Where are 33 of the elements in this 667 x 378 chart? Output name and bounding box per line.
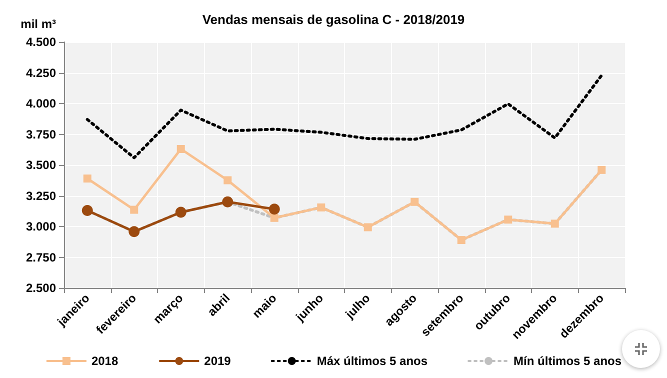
point (410, 198, 419, 206)
point (176, 145, 185, 154)
legend-label: 2018 (91, 354, 118, 368)
y-tick-label: 4.250 (26, 66, 56, 80)
y-tick-label: 2.500 (26, 281, 56, 295)
point (504, 216, 512, 224)
point (550, 220, 559, 228)
legend-label: Mín últimos 5 anos (514, 354, 622, 368)
y-axis-title: mil m³ (20, 17, 56, 31)
y-tick-label: 4.000 (26, 96, 56, 110)
point (457, 236, 466, 244)
y-tick-label: 3.000 (26, 220, 56, 234)
y-tick-label: 3.500 (26, 158, 56, 172)
point (364, 223, 372, 232)
point (270, 214, 278, 222)
point (598, 166, 606, 174)
legend-label: 2019 (204, 354, 232, 368)
point (83, 174, 92, 183)
point (128, 226, 140, 238)
point (130, 206, 138, 214)
point (317, 203, 326, 212)
point (82, 205, 93, 216)
point (175, 206, 186, 218)
line-series (86, 74, 604, 160)
chart-title: Vendas mensais de gasolina C - 2018/2019 (202, 12, 465, 27)
legend-label: Máx últimos 5 anos (316, 354, 428, 368)
point (222, 196, 234, 208)
y-tick-label: 3.250 (26, 188, 56, 203)
y-tick-label: 3.750 (26, 127, 56, 142)
y-tick-label: 4.500 (26, 35, 56, 49)
point (224, 176, 232, 184)
y-tick-label: 2.750 (26, 250, 56, 264)
point (268, 204, 280, 215)
